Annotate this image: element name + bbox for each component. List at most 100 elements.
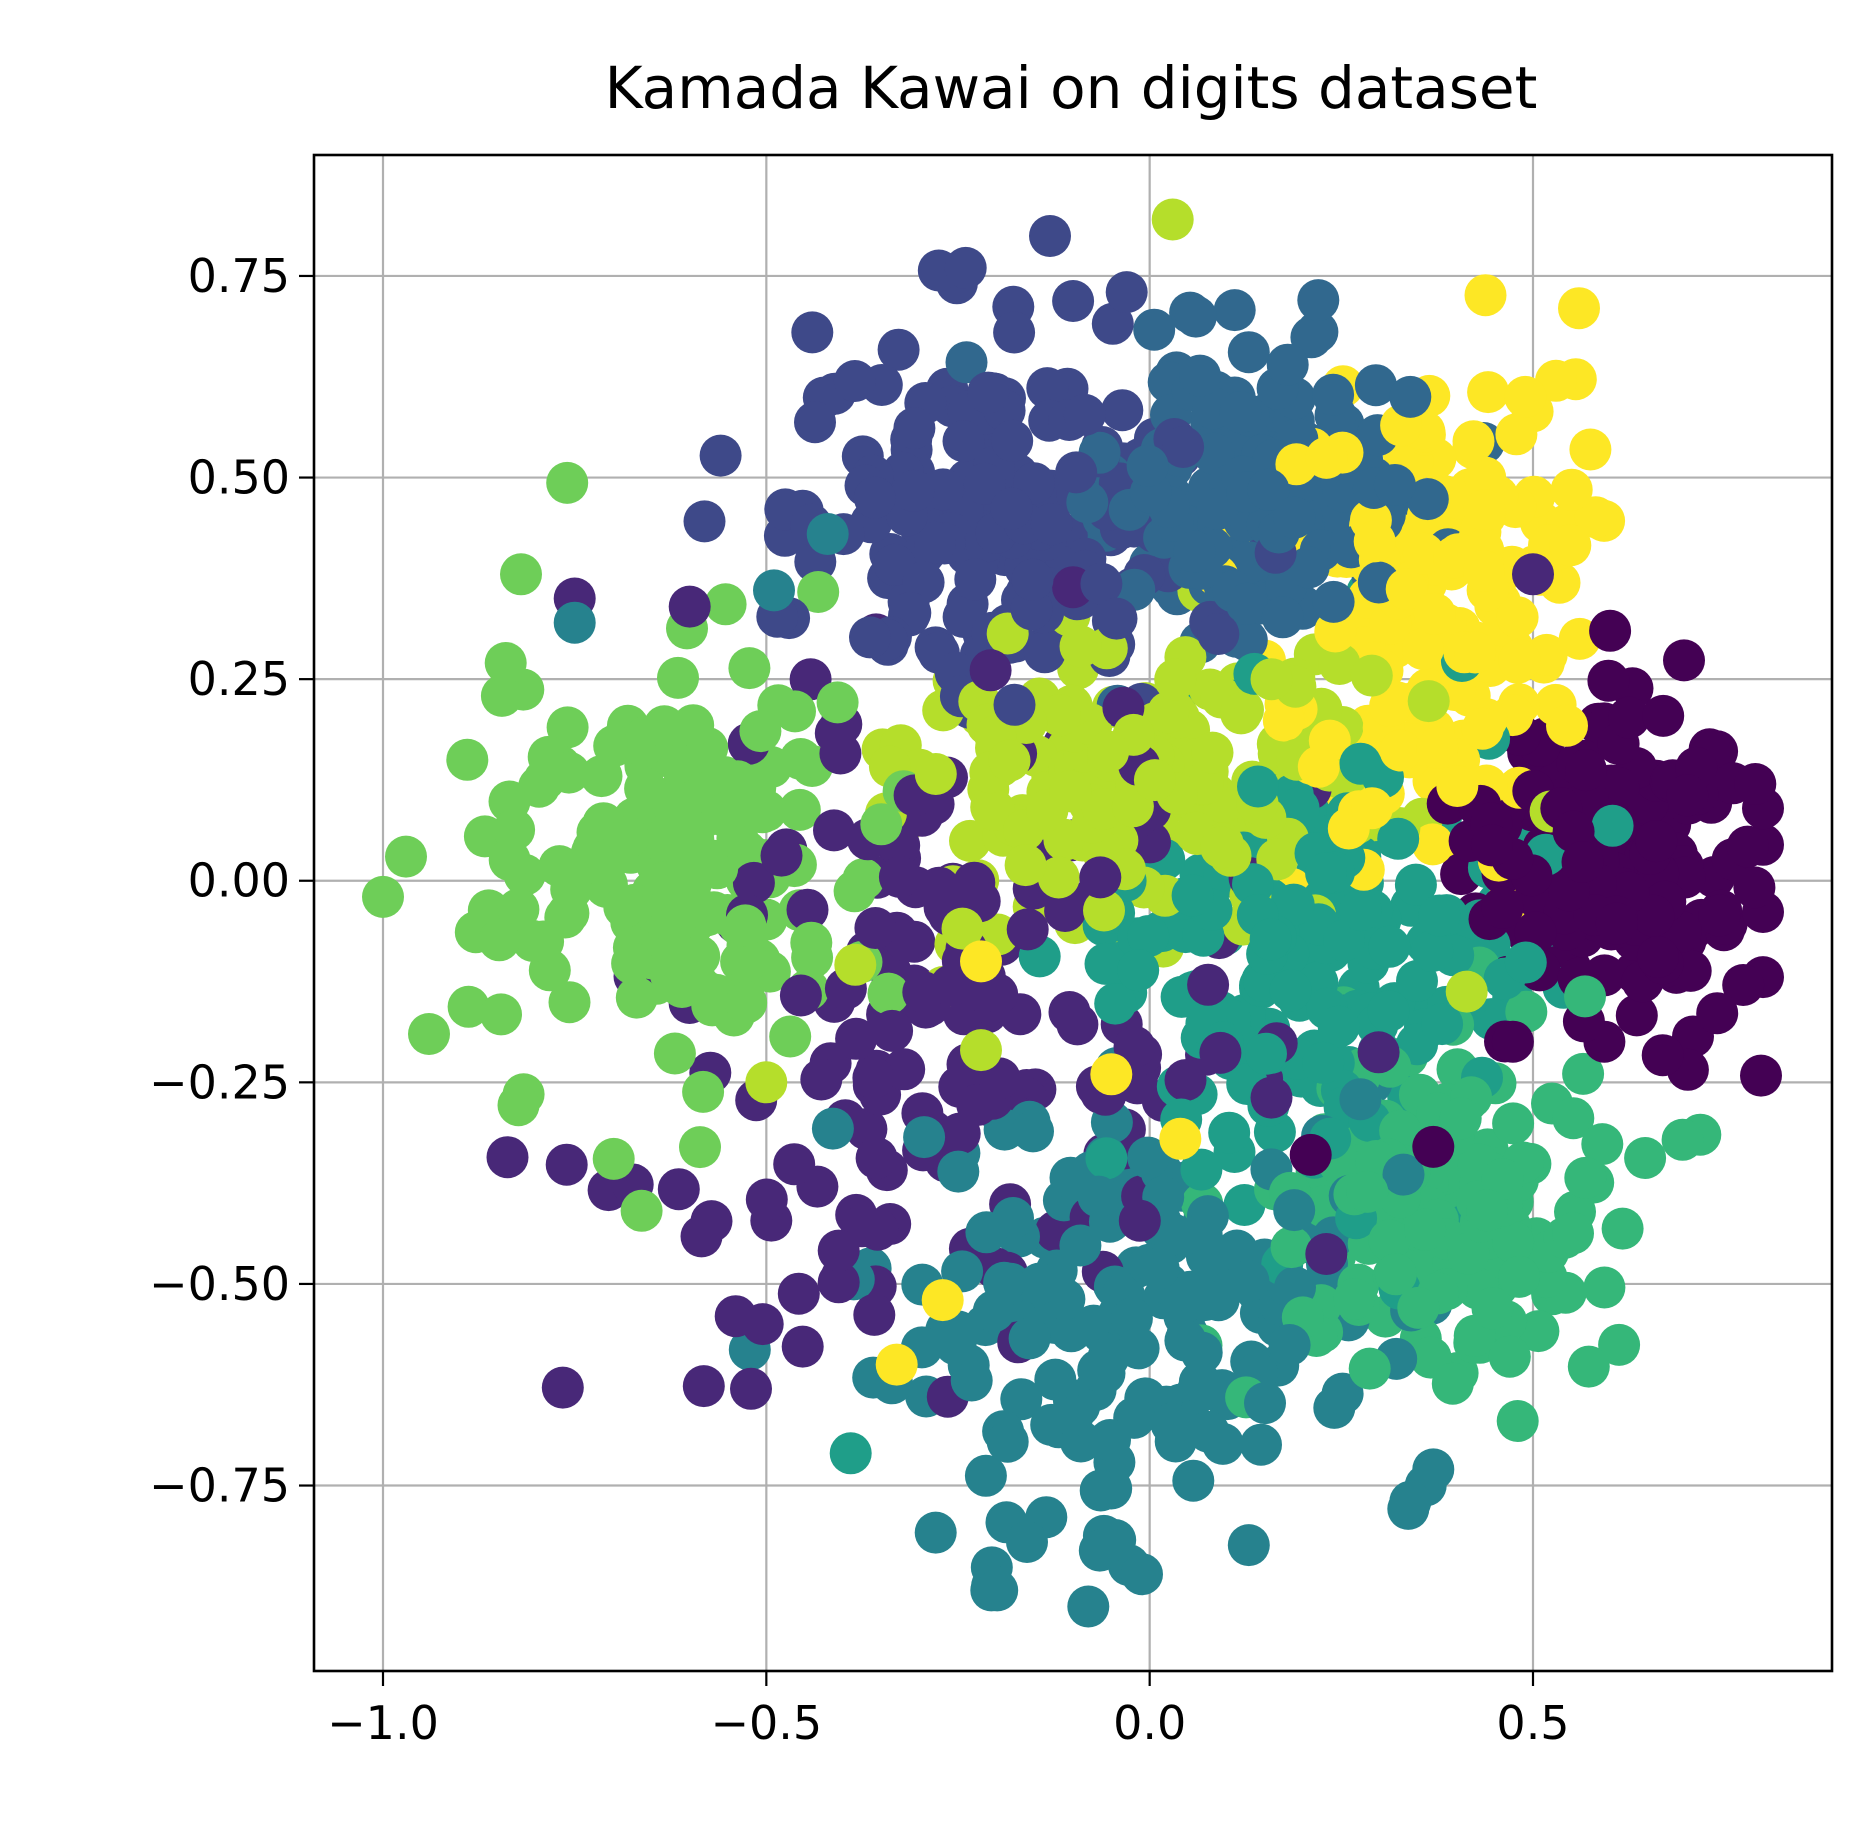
scatter-point-class-8 [1151,198,1194,241]
scatter-point-class-4 [1183,1279,1226,1322]
scatter-point-class-9 [1379,729,1422,772]
scatter-point-class-2 [794,401,836,444]
scatter-point-class-1 [800,1058,843,1101]
scatter-point-class-4 [1012,1110,1054,1153]
scatter-point-class-7 [719,784,762,827]
scatter-point-class-4 [1121,1553,1163,1596]
scatter-point-class-1 [871,1009,914,1052]
scatter-point-class-2 [791,311,834,354]
scatter-point-class-5 [1127,915,1170,958]
scatter-point-class-0 [1587,659,1630,702]
scatter-point-class-2 [1091,302,1134,345]
scatter-point-class-4 [986,1420,1029,1463]
scatter-point-class-9 [1314,610,1357,653]
scatter-point-class-2 [942,420,985,463]
scatter-point-class-3 [1373,464,1416,506]
scatter-point-class-2 [1055,451,1098,494]
scatter-point-class-1 [732,861,775,904]
scatter-point-class-9 [1351,787,1393,830]
scatter-point-class-5 [1591,804,1634,847]
scatter-point-class-0 [1589,609,1632,652]
scatter-point-class-5 [1377,817,1420,860]
scatter-point-class-8 [988,739,1031,782]
scatter-point-class-5 [1208,1111,1251,1154]
scatter-point-class-5 [1272,883,1315,926]
scatter-point-class-8 [1220,692,1263,735]
scatter-point-class-0 [1642,694,1685,737]
scatter-point-class-1 [779,974,822,1017]
scatter-point-class-2 [1052,280,1095,322]
scatter-point-class-6 [1397,1286,1440,1329]
scatter-point-class-4 [1079,1469,1122,1512]
scatter-point-class-0 [1491,1020,1534,1063]
scatter-point-class-7 [665,887,708,930]
scatter-point-class-1 [786,888,829,931]
scatter-point-class-5 [1232,863,1274,906]
scatter-point-class-6 [1562,1052,1605,1095]
scatter-point-class-2 [963,462,1006,505]
scatter-point-class-5 [1302,1041,1345,1084]
scatter-point-class-7 [480,993,522,1036]
scatter-point-class-4 [1273,1189,1316,1232]
scatter-point-class-3 [1173,530,1216,573]
scatter-point-class-0 [1740,1054,1782,1097]
scatter-point-class-1 [760,834,803,877]
scatter-point-class-7 [653,1032,696,1075]
scatter-point-class-2 [1080,562,1123,605]
scatter-point-class-1 [773,1143,816,1186]
scatter-point-class-8 [1087,730,1130,773]
scatter-point-class-4 [903,1116,946,1159]
scatter-point-class-4 [976,1569,1019,1612]
scatter-point-class-8 [1133,759,1176,802]
scatter-point-class-7 [816,681,859,724]
scatter-point-class-2 [833,360,876,402]
scatter-point-class-7 [724,904,767,947]
scatter-point-class-6 [1583,1266,1626,1309]
scatter-point-class-2 [892,469,935,512]
scatter-point-class-7 [611,942,654,985]
scatter-point-class-6 [1564,1156,1607,1199]
scatter-point-class-0 [1733,866,1776,909]
scatter-point-class-5 [1171,874,1214,917]
y-tick-label: 0.25 [188,652,290,706]
scatter-point-class-5 [1421,1003,1464,1046]
scatter-point-class-4 [1150,1402,1193,1445]
scatter-point-class-9 [1569,428,1612,471]
scatter-point-class-4 [1078,1529,1121,1572]
scatter-point-class-1 [545,1143,588,1186]
scatter-point-class-4 [753,569,795,612]
scatter-point-class-9 [1496,596,1539,639]
scatter-point-class-7 [497,888,540,931]
scatter-point-class-6 [1498,1255,1541,1298]
scatter-point-class-9 [1574,496,1617,539]
scatter-point-class-7 [488,839,531,881]
scatter-point-class-9 [1463,489,1506,532]
scatter-point-class-4 [1089,1419,1131,1461]
scatter-point-class-9 [1416,726,1459,769]
scatter-point-class-8 [1350,654,1393,697]
scatter-point-class-2 [944,246,987,289]
scatter-point-class-1 [854,907,897,949]
scatter-point-class-9 [1305,436,1348,479]
scatter-point-class-4 [1227,1524,1270,1567]
scatter-point-class-3 [1266,343,1309,386]
scatter-point-class-7 [842,858,885,901]
y-tick-label: 0.50 [188,451,290,505]
scatter-point-class-9 [1369,685,1412,728]
scatter-point-class-5 [1339,889,1382,932]
scatter-point-class-0 [1470,824,1513,867]
data-points [362,198,1784,1628]
scatter-point-class-1 [1250,1076,1293,1119]
scatter-point-class-2 [1010,588,1053,631]
scatter-point-class-7 [620,1189,663,1232]
scatter-point-class-1 [1118,1199,1161,1242]
scatter-point-class-7 [385,835,427,878]
scatter-point-class-3 [1174,295,1217,338]
scatter-point-class-6 [1270,1226,1313,1269]
scatter-point-class-4 [937,1150,980,1193]
scatter-point-class-4 [806,513,849,555]
scatter-point-class-9 [1353,520,1396,563]
scatter-point-class-2 [853,476,896,519]
